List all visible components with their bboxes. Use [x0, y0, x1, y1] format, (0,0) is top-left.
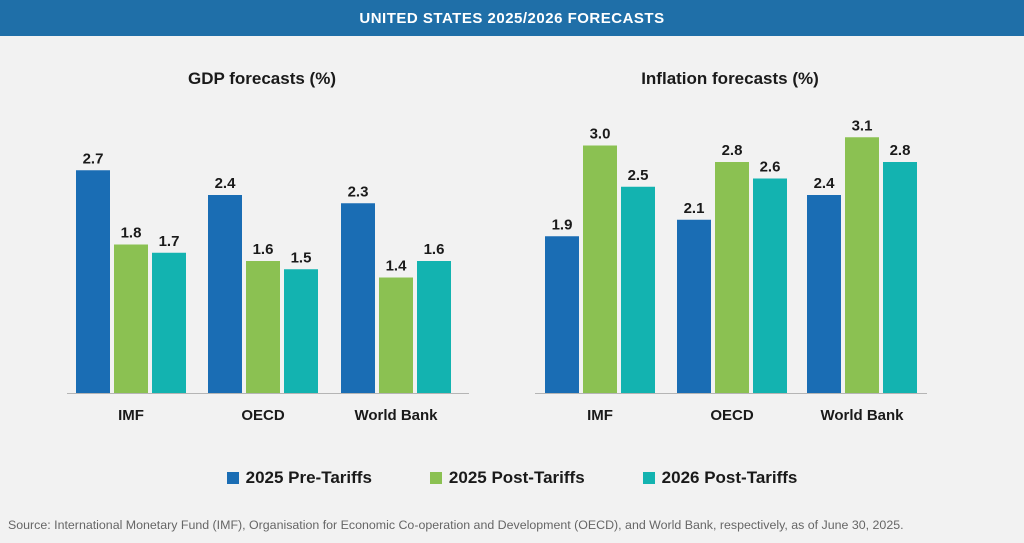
source-note: Source: International Monetary Fund (IMF…: [8, 518, 904, 532]
gdp-bar-imf-s1: [114, 244, 148, 393]
inflation-data-label: 2.8: [890, 142, 911, 159]
legend: 2025 Pre-Tariffs 2025 Post-Tariffs 2026 …: [0, 468, 1024, 488]
inflation-category-label: World Bank: [820, 407, 904, 424]
gdp-data-label: 1.4: [386, 258, 408, 275]
gdp-data-label: 2.4: [215, 175, 237, 192]
inflation-bar-imf-s0: [545, 236, 579, 393]
gdp-category-label: OECD: [241, 407, 285, 424]
inflation-bar-imf-s2: [621, 186, 655, 393]
gdp-data-label: 1.5: [291, 249, 312, 266]
forecast-charts: GDP forecasts (%) 2.7 1.8 1.7 IMF 2.4 1.6 1.5 OE…: [67, 69, 927, 424]
gdp-category-label: IMF: [118, 407, 144, 424]
inflation-data-label: 2.6: [760, 159, 781, 176]
gdp-bar-oecd-s2: [284, 269, 318, 393]
inflation-data-label: 2.5: [628, 167, 649, 184]
legend-label-post-2026: 2026 Post-Tariffs: [661, 468, 798, 487]
inflation-bar-oecd-s1: [715, 162, 749, 393]
inflation-data-label: 2.1: [684, 200, 705, 217]
inflation-data-label: 2.8: [722, 142, 743, 159]
inflation-category-label: OECD: [710, 407, 754, 424]
inflation-data-label: 2.4: [814, 175, 836, 192]
legend-item-pre-2025: 2025 Pre-Tariffs: [226, 468, 372, 488]
legend-label-post-2025: 2025 Post-Tariffs: [448, 468, 585, 487]
gdp-bar-oecd-s0: [208, 195, 242, 393]
legend-swatch-post-2025: [429, 472, 442, 484]
gdp-data-label: 1.7: [159, 233, 180, 250]
inflation-bar-world-bank-s0: [807, 195, 841, 393]
gdp-bar-oecd-s1: [246, 261, 280, 393]
gdp-bar-world-bank-s0: [341, 203, 375, 393]
gdp-category-label: World Bank: [354, 407, 438, 424]
inflation-data-label: 1.9: [552, 216, 573, 233]
inflation-chart-title: Inflation forecasts (%): [641, 69, 819, 88]
gdp-data-label: 2.7: [83, 150, 104, 167]
gdp-bar-imf-s0: [76, 170, 110, 393]
legend-item-post-2025: 2025 Post-Tariffs: [429, 468, 585, 488]
gdp-data-label: 1.6: [424, 241, 445, 258]
inflation-data-label: 3.0: [590, 126, 611, 143]
inflation-category-label: IMF: [587, 407, 613, 424]
gdp-data-label: 1.6: [253, 241, 274, 258]
banner-title: UNITED STATES 2025/2026 FORECASTS: [359, 9, 665, 27]
inflation-bar-world-bank-s1: [845, 137, 879, 393]
inflation-data-label: 3.1: [852, 117, 873, 134]
gdp-bar-world-bank-s1: [379, 277, 413, 393]
gdp-data-label: 2.3: [348, 183, 369, 200]
gdp-bar-world-bank-s2: [417, 261, 451, 393]
gdp-chart-title: GDP forecasts (%): [188, 69, 336, 88]
gdp-bar-imf-s2: [152, 252, 186, 393]
header-banner: UNITED STATES 2025/2026 FORECASTS: [0, 0, 1024, 36]
legend-swatch-pre-2025: [226, 472, 239, 484]
legend-label-pre-2025: 2025 Pre-Tariffs: [245, 468, 372, 487]
inflation-bar-oecd-s2: [753, 178, 787, 393]
inflation-bar-world-bank-s2: [883, 162, 917, 393]
inflation-bar-oecd-s0: [677, 219, 711, 393]
gdp-data-label: 1.8: [121, 225, 142, 242]
legend-swatch-post-2026: [642, 472, 655, 484]
legend-item-post-2026: 2026 Post-Tariffs: [642, 468, 798, 488]
inflation-bar-imf-s1: [583, 145, 617, 393]
